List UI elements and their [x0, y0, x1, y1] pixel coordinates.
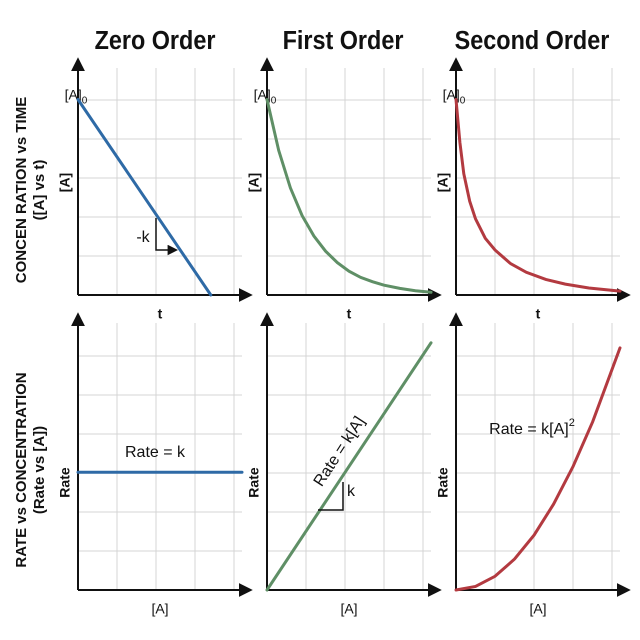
origin-label: [A]0 — [443, 87, 466, 107]
origin-label: [A]0 — [254, 87, 277, 107]
annotation-text: Rate = k — [125, 444, 186, 461]
y-axis-label: [A] — [246, 173, 262, 192]
x-axis-label: [A] — [529, 601, 546, 617]
column-title: Zero Order — [95, 27, 216, 55]
slope-triangle — [155, 218, 179, 256]
origin-label-subscript: 0 — [460, 96, 466, 107]
column-title: Second Order — [455, 27, 610, 55]
annotation: Rate = k — [125, 444, 186, 461]
row-label: RATE vs CONCENTRATION — [13, 372, 30, 567]
annotation-text: -k — [136, 229, 150, 246]
x-axis-label: t — [347, 306, 352, 322]
y-axis-label: Rate — [435, 467, 451, 498]
annotation-text: k — [347, 483, 356, 500]
row-label: CONCEN RATION vs TIME — [13, 97, 30, 283]
y-axis-label: Rate — [246, 467, 262, 498]
curve — [265, 98, 433, 294]
annotation: Rate = k[A]2 — [489, 417, 575, 438]
curve — [76, 98, 213, 297]
curve — [454, 346, 622, 592]
curve — [265, 341, 433, 592]
x-axis-label: [A] — [151, 601, 168, 617]
slope-triangle — [318, 482, 344, 511]
origin-label-subscript: 0 — [82, 96, 88, 107]
row-label: (Rate vs [A]) — [31, 426, 48, 514]
y-axis-label: [A] — [435, 173, 451, 192]
annotation-text: Rate = k[A] — [489, 421, 569, 438]
row-label: ([A] vs t) — [31, 160, 48, 221]
x-axis-label: t — [536, 306, 541, 322]
column-title: First Order — [283, 27, 404, 55]
origin-label: [A]0 — [65, 87, 88, 107]
origin-label-subscript: 0 — [271, 96, 277, 107]
annotation-superscript: 2 — [569, 417, 575, 429]
x-axis-label: t — [158, 306, 163, 322]
y-axis-label: Rate — [57, 467, 73, 498]
annotation: -k — [136, 229, 150, 246]
y-axis-label: [A] — [57, 173, 73, 192]
annotation: k — [347, 483, 356, 500]
curve — [454, 98, 622, 293]
x-axis-label: [A] — [340, 601, 357, 617]
